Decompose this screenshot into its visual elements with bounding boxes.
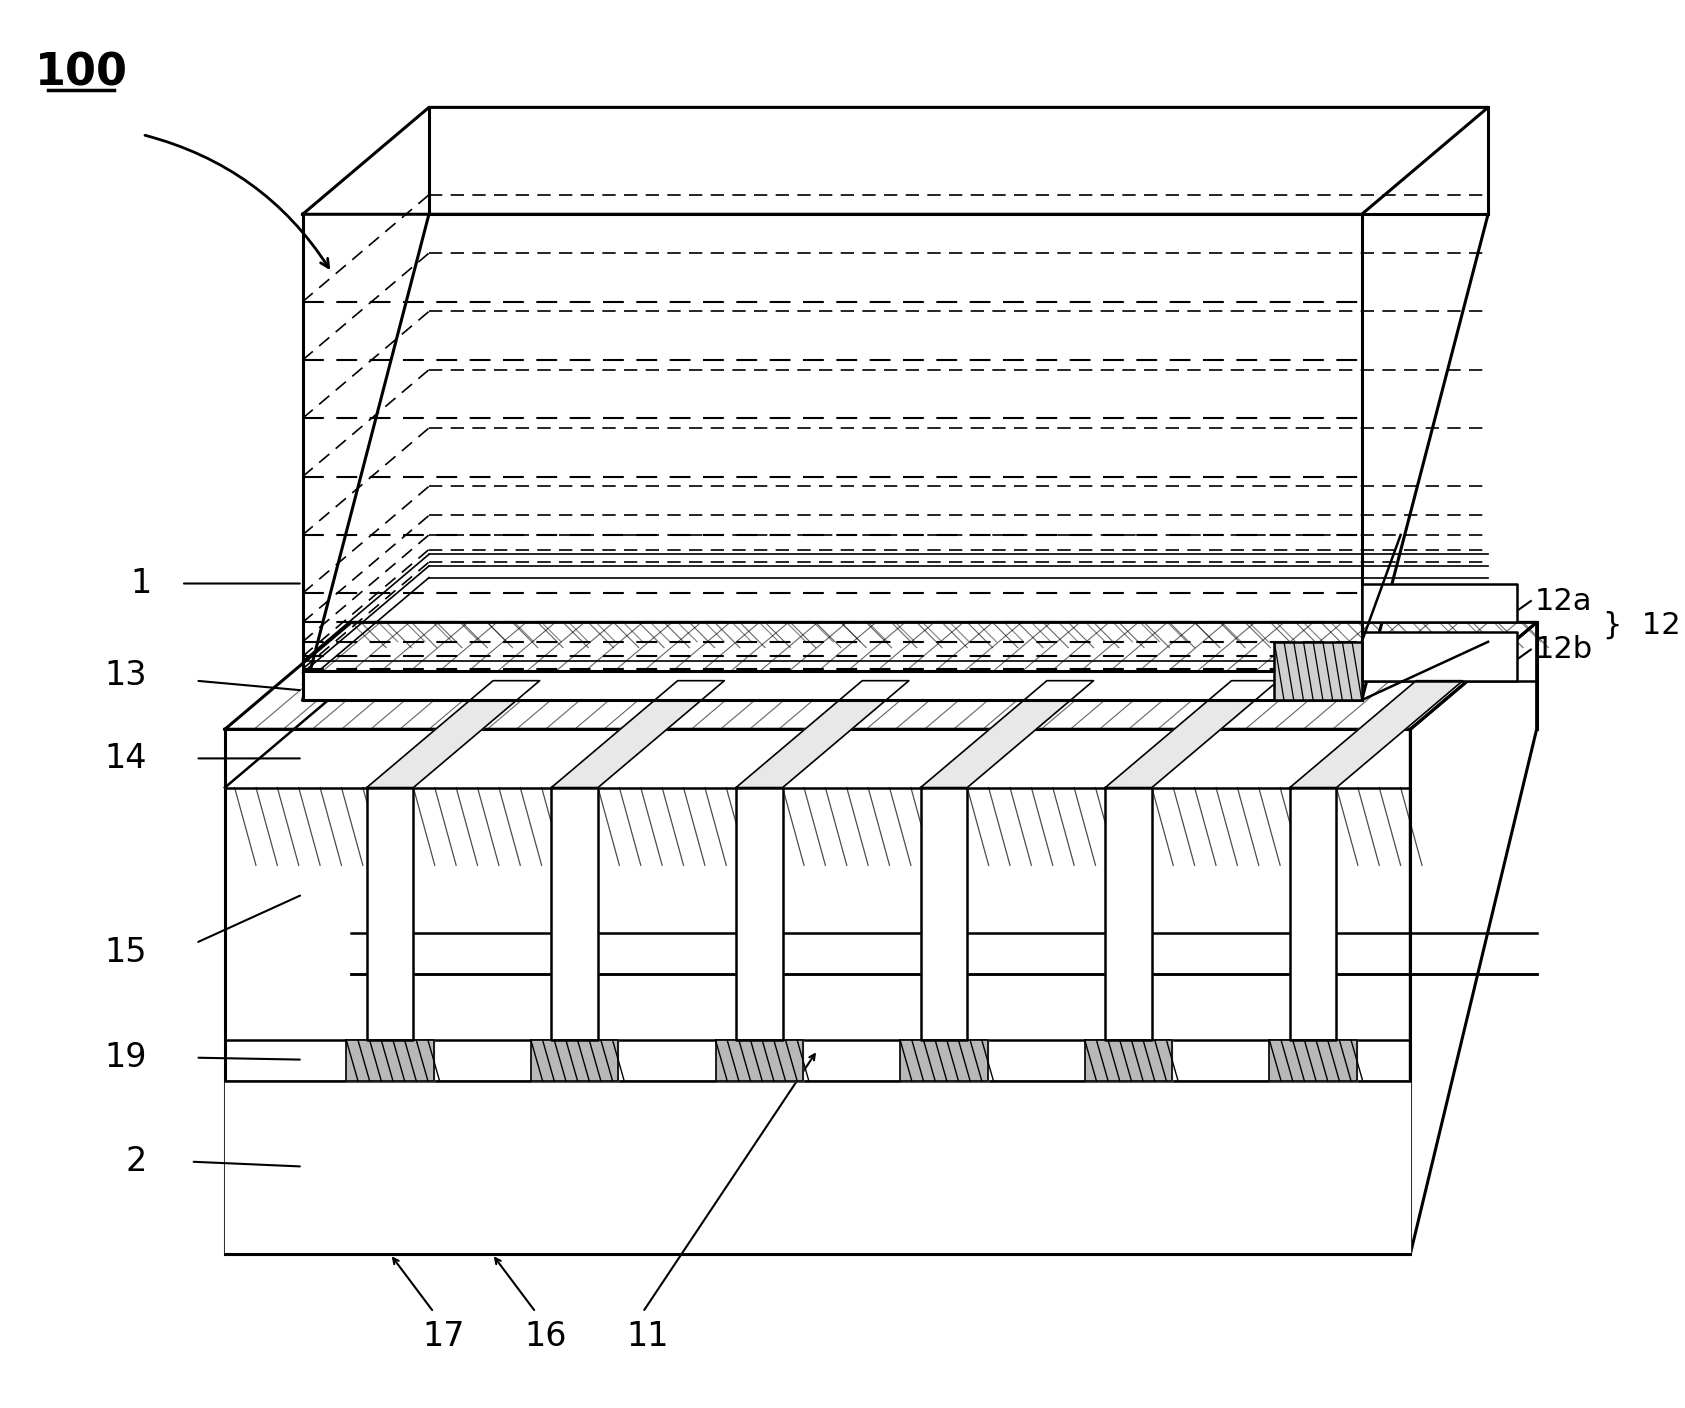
Polygon shape	[224, 1081, 1410, 1255]
Polygon shape	[1361, 583, 1516, 622]
Text: 13: 13	[104, 659, 147, 693]
Polygon shape	[551, 787, 598, 1041]
Polygon shape	[531, 1041, 618, 1081]
Polygon shape	[303, 672, 1361, 700]
Polygon shape	[1289, 787, 1336, 1041]
Polygon shape	[224, 622, 1537, 729]
Polygon shape	[920, 787, 967, 1041]
Text: 14: 14	[104, 742, 147, 774]
Polygon shape	[367, 787, 413, 1041]
Polygon shape	[900, 1041, 987, 1081]
Polygon shape	[367, 680, 539, 787]
Text: 19: 19	[104, 1041, 147, 1074]
Text: 17: 17	[423, 1321, 465, 1353]
Polygon shape	[736, 787, 782, 1041]
Polygon shape	[1289, 680, 1463, 787]
Polygon shape	[716, 1041, 804, 1081]
Text: }  12: } 12	[1602, 611, 1680, 639]
Text: 12a: 12a	[1535, 587, 1592, 615]
Text: 15: 15	[104, 936, 147, 969]
Polygon shape	[1105, 680, 1279, 787]
Polygon shape	[1105, 787, 1153, 1041]
Text: 1: 1	[131, 567, 152, 600]
Text: 11: 11	[627, 1321, 669, 1353]
Polygon shape	[1085, 1041, 1173, 1081]
Text: 100: 100	[35, 52, 128, 94]
FancyArrowPatch shape	[145, 135, 329, 268]
Polygon shape	[1269, 1041, 1356, 1081]
Polygon shape	[1274, 642, 1361, 700]
Polygon shape	[1410, 622, 1537, 1255]
Text: 2: 2	[126, 1145, 147, 1178]
Polygon shape	[736, 680, 908, 787]
Polygon shape	[551, 680, 725, 787]
Polygon shape	[224, 729, 1410, 1255]
Text: 12b: 12b	[1535, 635, 1592, 665]
Text: 16: 16	[524, 1321, 566, 1353]
Polygon shape	[347, 1041, 433, 1081]
Polygon shape	[1361, 632, 1516, 680]
Polygon shape	[920, 680, 1094, 787]
